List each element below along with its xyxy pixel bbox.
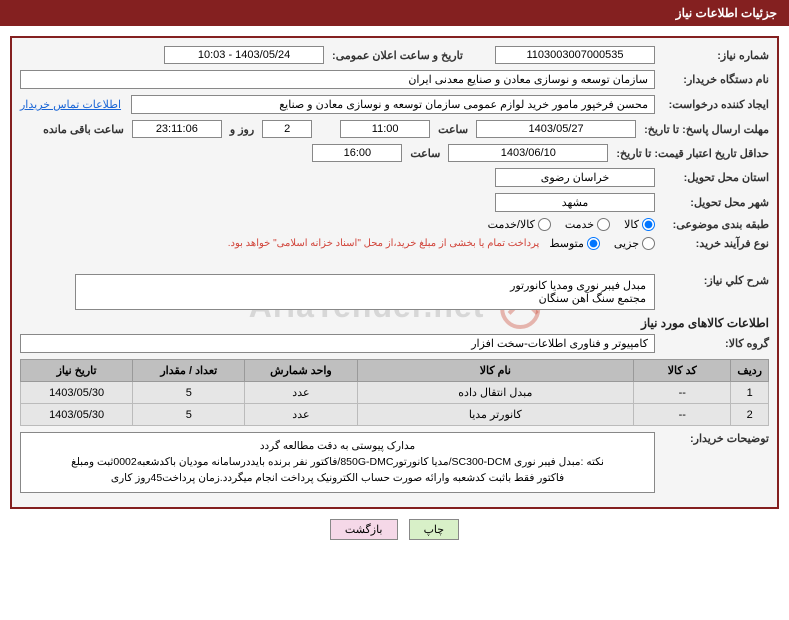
label-city: شهر محل تحویل: xyxy=(659,196,769,209)
table-cell: مبدل انتقال داده xyxy=(357,382,634,404)
table-header-cell: ردیف xyxy=(731,360,769,382)
radio-input[interactable] xyxy=(642,237,655,250)
field-deadline-date: 1403/05/27 xyxy=(476,120,636,138)
table-cell: 2 xyxy=(731,404,769,426)
label-remaining: ساعت باقی مانده xyxy=(39,123,128,136)
label-description: شرح کلي نیاز: xyxy=(659,274,769,287)
table-cell: -- xyxy=(634,382,731,404)
table-cell: عدد xyxy=(245,382,357,404)
radio-input[interactable] xyxy=(538,218,551,231)
table-cell: 1403/05/30 xyxy=(21,404,133,426)
table-header-row: ردیفکد کالانام کالاواحد شمارشتعداد / مقد… xyxy=(21,360,769,382)
page-header: جزئیات اطلاعات نیاز xyxy=(0,0,789,26)
row-need-number: شماره نیاز: 1103003007000535 تاریخ و ساع… xyxy=(20,46,769,64)
table-header-cell: واحد شمارش xyxy=(245,360,357,382)
field-requester: محسن فرخپور مامور خرید لوازم عمومی سازما… xyxy=(131,95,655,114)
field-days-remaining: 2 xyxy=(262,120,312,138)
page-title: جزئیات اطلاعات نیاز xyxy=(676,6,777,20)
row-goods-group: گروه کالا: کامپیوتر و فناوری اطلاعات-سخت… xyxy=(20,334,769,353)
buyer-notes-box: مدارک پیوستی به دقت مطالعه گرددنکته :مبد… xyxy=(20,432,655,493)
radio-label: خدمت xyxy=(565,218,594,231)
table-cell: 5 xyxy=(133,382,245,404)
row-buyer-org: نام دستگاه خریدار: سازمان توسعه و نوسازی… xyxy=(20,70,769,89)
row-requester: ایجاد کننده درخواست: محسن فرخپور مامور خ… xyxy=(20,95,769,114)
field-goods-group: کامپیوتر و فناوری اطلاعات-سخت افزار xyxy=(20,334,655,353)
row-price-validity: حداقل تاریخ اعتبار قیمت: تا تاریخ: 1403/… xyxy=(20,144,769,162)
row-description: شرح کلي نیاز: مبدل فیبر نوری ومدیا کانور… xyxy=(20,274,769,310)
goods-table: ردیفکد کالانام کالاواحد شمارشتعداد / مقد… xyxy=(20,359,769,426)
radio-label: کالا/خدمت xyxy=(488,218,535,231)
table-row: 1--مبدل انتقال دادهعدد51403/05/30 xyxy=(21,382,769,404)
row-buyer-notes: توضیحات خریدار: مدارک پیوستی به دقت مطال… xyxy=(20,432,769,493)
table-cell: 1403/05/30 xyxy=(21,382,133,404)
main-panel: AriaTender.net شماره نیاز: 1103003007000… xyxy=(10,36,779,509)
link-buyer-contact[interactable]: اطلاعات تماس خریدار xyxy=(20,98,127,111)
field-province: خراسان رضوی xyxy=(495,168,655,187)
label-need-number: شماره نیاز: xyxy=(659,49,769,62)
field-price-date: 1403/06/10 xyxy=(448,144,608,162)
radio-input[interactable] xyxy=(642,218,655,231)
label-deadline: مهلت ارسال پاسخ: تا تاریخ: xyxy=(640,123,769,136)
table-cell: کانورتر مدیا xyxy=(357,404,634,426)
table-cell: 5 xyxy=(133,404,245,426)
label-buyer-org: نام دستگاه خریدار: xyxy=(659,73,769,86)
table-header-cell: نام کالا xyxy=(357,360,634,382)
process-radio-group: جزیی متوسط xyxy=(549,237,655,250)
radio-input[interactable] xyxy=(587,237,600,250)
table-cell: -- xyxy=(634,404,731,426)
label-process-type: نوع فرآیند خرید: xyxy=(659,237,769,250)
field-announce-date: 1403/05/24 - 10:03 xyxy=(164,46,324,64)
radio-label: کالا xyxy=(624,218,639,231)
field-time-remaining: 23:11:06 xyxy=(132,120,222,138)
radio-input[interactable] xyxy=(597,218,610,231)
row-city: شهر محل تحویل: مشهد xyxy=(20,193,769,212)
radio-label: متوسط xyxy=(549,237,584,250)
table-cell: عدد xyxy=(245,404,357,426)
field-deadline-time: 11:00 xyxy=(340,120,430,138)
table-header-cell: تاریخ نیاز xyxy=(21,360,133,382)
radio-category-option[interactable]: کالا/خدمت xyxy=(488,218,551,231)
radio-process-option[interactable]: متوسط xyxy=(549,237,600,250)
radio-category-option[interactable]: خدمت xyxy=(565,218,610,231)
label-requester: ایجاد کننده درخواست: xyxy=(659,98,769,111)
button-row: چاپ بازگشت xyxy=(0,519,789,540)
content: شماره نیاز: 1103003007000535 تاریخ و ساع… xyxy=(20,46,769,493)
radio-category-option[interactable]: کالا xyxy=(624,218,655,231)
table-row: 2--کانورتر مدیاعدد51403/05/30 xyxy=(21,404,769,426)
label-announce-date: تاریخ و ساعت اعلان عمومی: xyxy=(328,49,467,62)
radio-process-option[interactable]: جزیی xyxy=(614,237,655,250)
row-province: استان محل تحویل: خراسان رضوی xyxy=(20,168,769,187)
label-deadline-time: ساعت xyxy=(434,123,472,136)
row-process-type: نوع فرآیند خرید: جزیی متوسط پرداخت تمام ی… xyxy=(20,237,769,250)
print-button[interactable]: چاپ xyxy=(409,519,460,540)
field-price-time: 16:00 xyxy=(312,144,402,162)
category-radio-group: کالا خدمت کالا/خدمت xyxy=(488,218,655,231)
process-note: پرداخت تمام یا بخشی از مبلغ خرید،از محل … xyxy=(228,238,546,249)
field-description: مبدل فیبر نوری ومدیا کانورتورمجتمع سنگ آ… xyxy=(75,274,655,310)
radio-label: جزیی xyxy=(614,237,639,250)
label-goods-group: گروه کالا: xyxy=(659,337,769,350)
section-goods-info: اطلاعات کالاهای مورد نیاز xyxy=(20,316,769,330)
field-buyer-org: سازمان توسعه و نوسازی معادن و صنایع معدن… xyxy=(20,70,655,89)
label-price-validity: حداقل تاریخ اعتبار قیمت: تا تاریخ: xyxy=(612,147,769,160)
table-cell: 1 xyxy=(731,382,769,404)
row-deadline: مهلت ارسال پاسخ: تا تاریخ: 1403/05/27 سا… xyxy=(20,120,769,138)
back-button[interactable]: بازگشت xyxy=(330,519,398,540)
field-city: مشهد xyxy=(495,193,655,212)
table-header-cell: کد کالا xyxy=(634,360,731,382)
label-days-and: روز و xyxy=(226,123,258,136)
label-price-time: ساعت xyxy=(406,147,444,160)
row-category: طبقه بندی موضوعی: کالا خدمت کالا/خدمت xyxy=(20,218,769,231)
label-category: طبقه بندی موضوعی: xyxy=(659,218,769,231)
table-header-cell: تعداد / مقدار xyxy=(133,360,245,382)
field-need-number: 1103003007000535 xyxy=(495,46,655,64)
label-buyer-notes: توضیحات خریدار: xyxy=(659,432,769,445)
label-province: استان محل تحویل: xyxy=(659,171,769,184)
